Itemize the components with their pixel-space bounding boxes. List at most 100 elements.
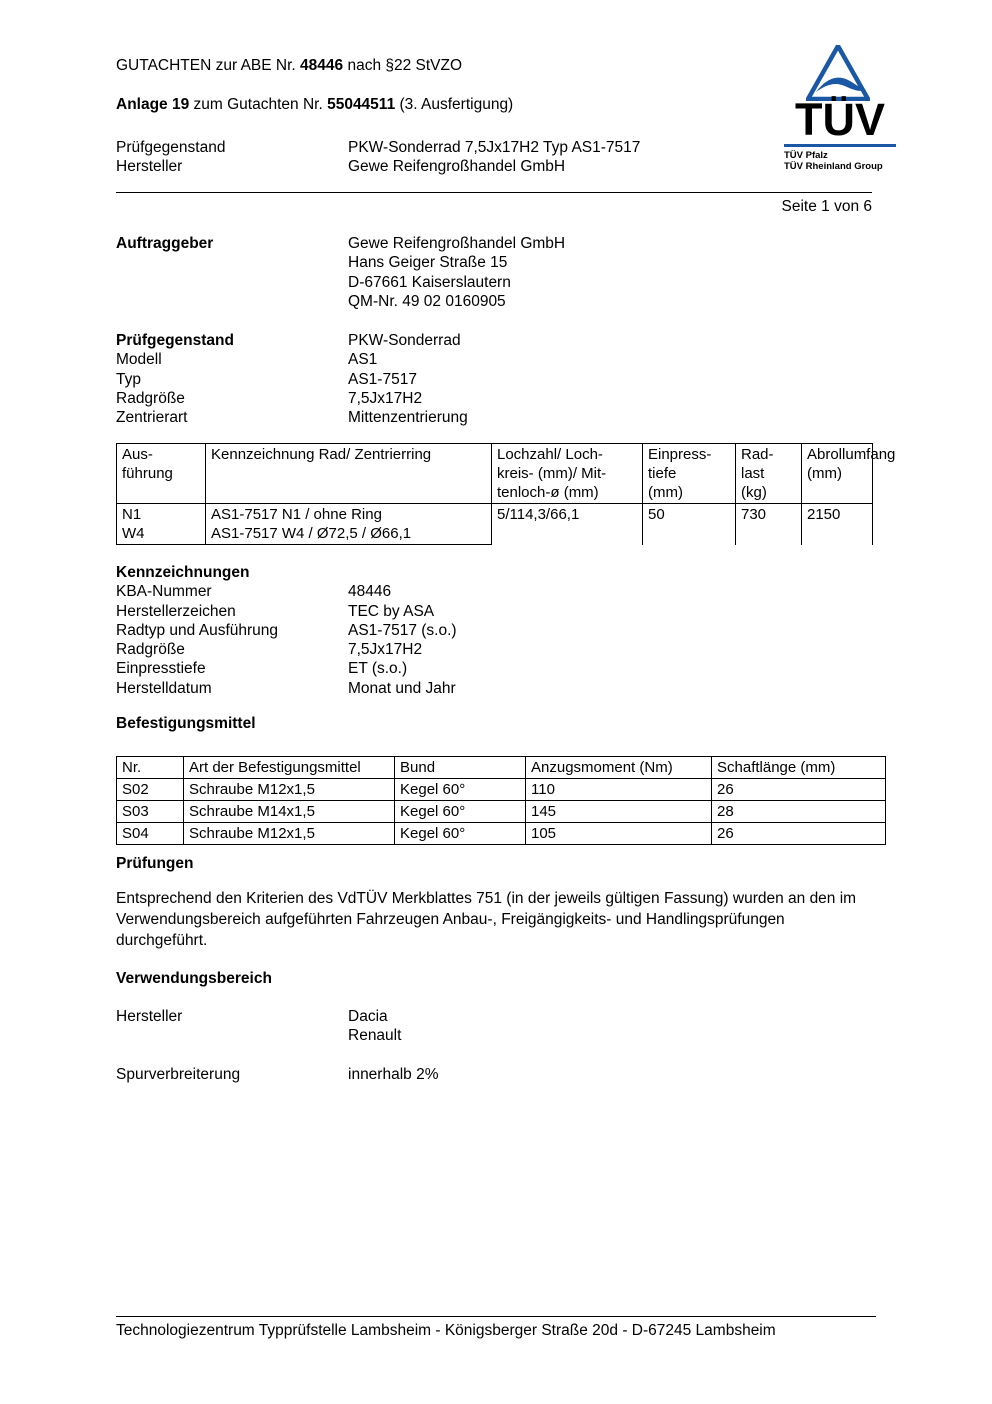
application-range-block: Hersteller Dacia Renault Spurverbreiteru… (116, 1007, 438, 1084)
markings-row-einpresstiefe: Einpresstiefe ET (s.o.) (116, 659, 457, 678)
table-row: N1 W4 AS1-7517 N1 / ohne Ring AS1-7517 W… (116, 503, 873, 545)
markings-heading-row: Kennzeichnungen (116, 563, 457, 582)
wheel-cell-kennzeichnung-l2: AS1-7517 W4 / Ø72,5 / Ø66,1 (211, 525, 412, 542)
annex-line: Anlage 19 zum Gutachten Nr. 55044511 (3.… (116, 96, 513, 114)
application-value-spurverbreiterung: innerhalb 2% (348, 1065, 439, 1083)
fastener-header-schaftlaenge: Schaftlänge (mm) (711, 756, 886, 779)
fastener-cell-anzugsmoment: 145 (525, 800, 712, 823)
wheel-header-einpresstiefe-l3: (mm) (648, 484, 683, 501)
tuv-accent-rule (784, 144, 896, 147)
tuv-sublabel-line2: TÜV Rheinland Group (784, 161, 883, 172)
client-line-1: Gewe Reifengroßhandel GmbH (348, 235, 566, 252)
client-row-3: D-67661 Kaiserslautern (116, 273, 565, 292)
table-header-row: Aus- führung Kennzeichnung Rad/ Zentrier… (116, 443, 895, 504)
fastener-cell-anzugsmoment: 110 (525, 778, 712, 801)
test-object-block: Prüfgegenstand PKW-Sonderrad Modell AS1 … (116, 331, 468, 427)
wheel-header-kennzeichnung: Kennzeichnung Rad/ Zentrierring (205, 443, 492, 504)
markings-label-herstellerzeichen: Herstellerzeichen (116, 602, 236, 620)
markings-value-radgroesse: 7,5Jx17H2 (348, 641, 423, 659)
table-row: S04 Schraube M12x1,5 Kegel 60° 105 26 (116, 822, 886, 845)
fastener-header-nr: Nr. (116, 756, 184, 779)
fastener-cell-nr: S04 (116, 822, 184, 845)
test-object-value-typ: AS1-7517 (348, 370, 417, 388)
wheel-header-ausfuehrung: Aus- führung (116, 443, 206, 504)
wheel-header-lochzahl-l1: Lochzahl/ Loch- (497, 446, 603, 463)
application-value-hersteller-1: Dacia (348, 1008, 388, 1025)
test-object-label-radgroesse: Radgröße (116, 389, 185, 407)
test-object-heading: Prüfgegenstand (116, 332, 234, 349)
markings-row-herstellerzeichen: Herstellerzeichen TEC by ASA (116, 602, 457, 621)
header-detail-pairs: Prüfgegenstand PKW-Sonderrad 7,5Jx17H2 T… (116, 138, 640, 176)
client-spacer-3 (116, 273, 348, 292)
report-number: 55044511 (327, 96, 396, 113)
fastener-header-anzugsmoment: Anzugsmoment (Nm) (525, 756, 712, 779)
wheel-header-ausfuehrung-l1: Aus- (122, 446, 153, 463)
markings-value-kba: 48446 (348, 583, 392, 601)
header-label-pruefgegenstand: Prüfgegenstand (116, 139, 226, 156)
application-gap-label (116, 1046, 348, 1065)
tests-paragraph: Entsprechend den Kriterien des VdTÜV Mer… (116, 890, 857, 949)
application-spacer (116, 1026, 348, 1045)
fastener-cell-schaftlaenge: 26 (711, 778, 886, 801)
wheel-cell-kennzeichnung-l1: AS1-7517 N1 / ohne Ring (211, 506, 382, 523)
wheel-header-radlast: Rad- last (kg) (735, 443, 802, 504)
header-divider (116, 192, 872, 193)
test-object-heading-value: PKW-Sonderrad (348, 332, 461, 349)
test-object-row-heading: Prüfgegenstand PKW-Sonderrad (116, 331, 468, 350)
wheel-cell-abrollumfang: 2150 (801, 503, 873, 545)
fasteners-heading: Befestigungsmittel (116, 715, 256, 732)
wheel-header-einpresstiefe: Einpress- tiefe (mm) (642, 443, 736, 504)
fastener-cell-bund: Kegel 60° (394, 800, 526, 823)
header-value-pruefgegenstand: PKW-Sonderrad 7,5Jx17H2 Typ AS1-7517 (348, 139, 641, 156)
annex-suffix-text: (3. Ausfertigung) (395, 96, 514, 113)
application-range-heading: Verwendungsbereich (116, 970, 272, 987)
tests-heading: Prüfungen (116, 855, 194, 872)
client-line-2: Hans Geiger Straße 15 (348, 254, 508, 272)
markings-block: Kennzeichnungen KBA-Nummer 48446 Herstel… (116, 563, 457, 698)
markings-label-radgroesse: Radgröße (116, 641, 185, 659)
wheel-cell-einpresstiefe: 50 (642, 503, 736, 545)
fastener-table: Nr. Art der Befestigungsmittel Bund Anzu… (116, 756, 886, 845)
markings-label-radtyp: Radtyp und Ausführung (116, 621, 279, 639)
document-title: GUTACHTEN zur ABE Nr. 48446 nach §22 StV… (116, 57, 462, 75)
wheel-header-radlast-l1: Rad- (741, 446, 774, 463)
client-row-2: Hans Geiger Straße 15 (116, 253, 565, 272)
application-gap-value (348, 1046, 438, 1065)
fastener-cell-art: Schraube M14x1,5 (183, 800, 395, 823)
wheel-header-einpresstiefe-l1: Einpress- (648, 446, 712, 463)
table-row: S02 Schraube M12x1,5 Kegel 60° 110 26 (116, 778, 886, 801)
wheel-cell-ausfuehrung: N1 W4 (116, 503, 206, 545)
tuv-sublabel: TÜV Pfalz TÜV Rheinland Group (784, 150, 883, 172)
wheel-header-abrollumfang-l1: Abrollumfang (807, 446, 896, 463)
test-object-label-typ: Typ (116, 370, 141, 388)
markings-row-radgroesse: Radgröße 7,5Jx17H2 (116, 640, 457, 659)
wheel-header-lochzahl: Lochzahl/ Loch- kreis- (mm)/ Mit- tenloc… (491, 443, 643, 504)
document-title-suffix: nach §22 StVZO (343, 57, 463, 74)
fastener-cell-nr: S03 (116, 800, 184, 823)
test-object-value-radgroesse: 7,5Jx17H2 (348, 389, 423, 407)
test-object-row-typ: Typ AS1-7517 (116, 370, 468, 389)
wheel-header-ausfuehrung-l2: führung (122, 465, 173, 482)
wheel-header-lochzahl-l3: tenloch-ø (mm) (497, 484, 599, 501)
application-row-track: Spurverbreiterung innerhalb 2% (116, 1065, 438, 1084)
wheel-cell-ausfuehrung-l2: W4 (122, 525, 145, 542)
wheel-header-lochzahl-l2: kreis- (mm)/ Mit- (497, 465, 607, 482)
application-gap-row (116, 1046, 438, 1065)
page-indicator: Seite 1 von 6 (781, 198, 872, 215)
client-line-3: D-67661 Kaiserslautern (348, 273, 511, 291)
fastener-cell-schaftlaenge: 28 (711, 800, 886, 823)
wheel-cell-kennzeichnung: AS1-7517 N1 / ohne Ring AS1-7517 W4 / Ø7… (205, 503, 492, 545)
footer-divider (116, 1316, 876, 1317)
header-row-hersteller: Hersteller Gewe Reifengroßhandel GmbH (116, 157, 640, 176)
table-row: S03 Schraube M14x1,5 Kegel 60° 145 28 (116, 800, 886, 823)
client-spacer-2 (116, 253, 348, 272)
markings-row-kba: KBA-Nummer 48446 (116, 582, 457, 601)
client-heading: Auftraggeber (116, 235, 214, 252)
test-object-label-zentrierart: Zentrierart (116, 409, 188, 427)
client-block: Auftraggeber Gewe Reifengroßhandel GmbH … (116, 234, 565, 311)
markings-label-herstelldatum: Herstelldatum (116, 679, 212, 697)
markings-row-radtyp: Radtyp und Ausführung AS1-7517 (s.o.) (116, 621, 457, 640)
fastener-cell-bund: Kegel 60° (394, 822, 526, 845)
wheel-header-radlast-l3: (kg) (741, 484, 767, 501)
